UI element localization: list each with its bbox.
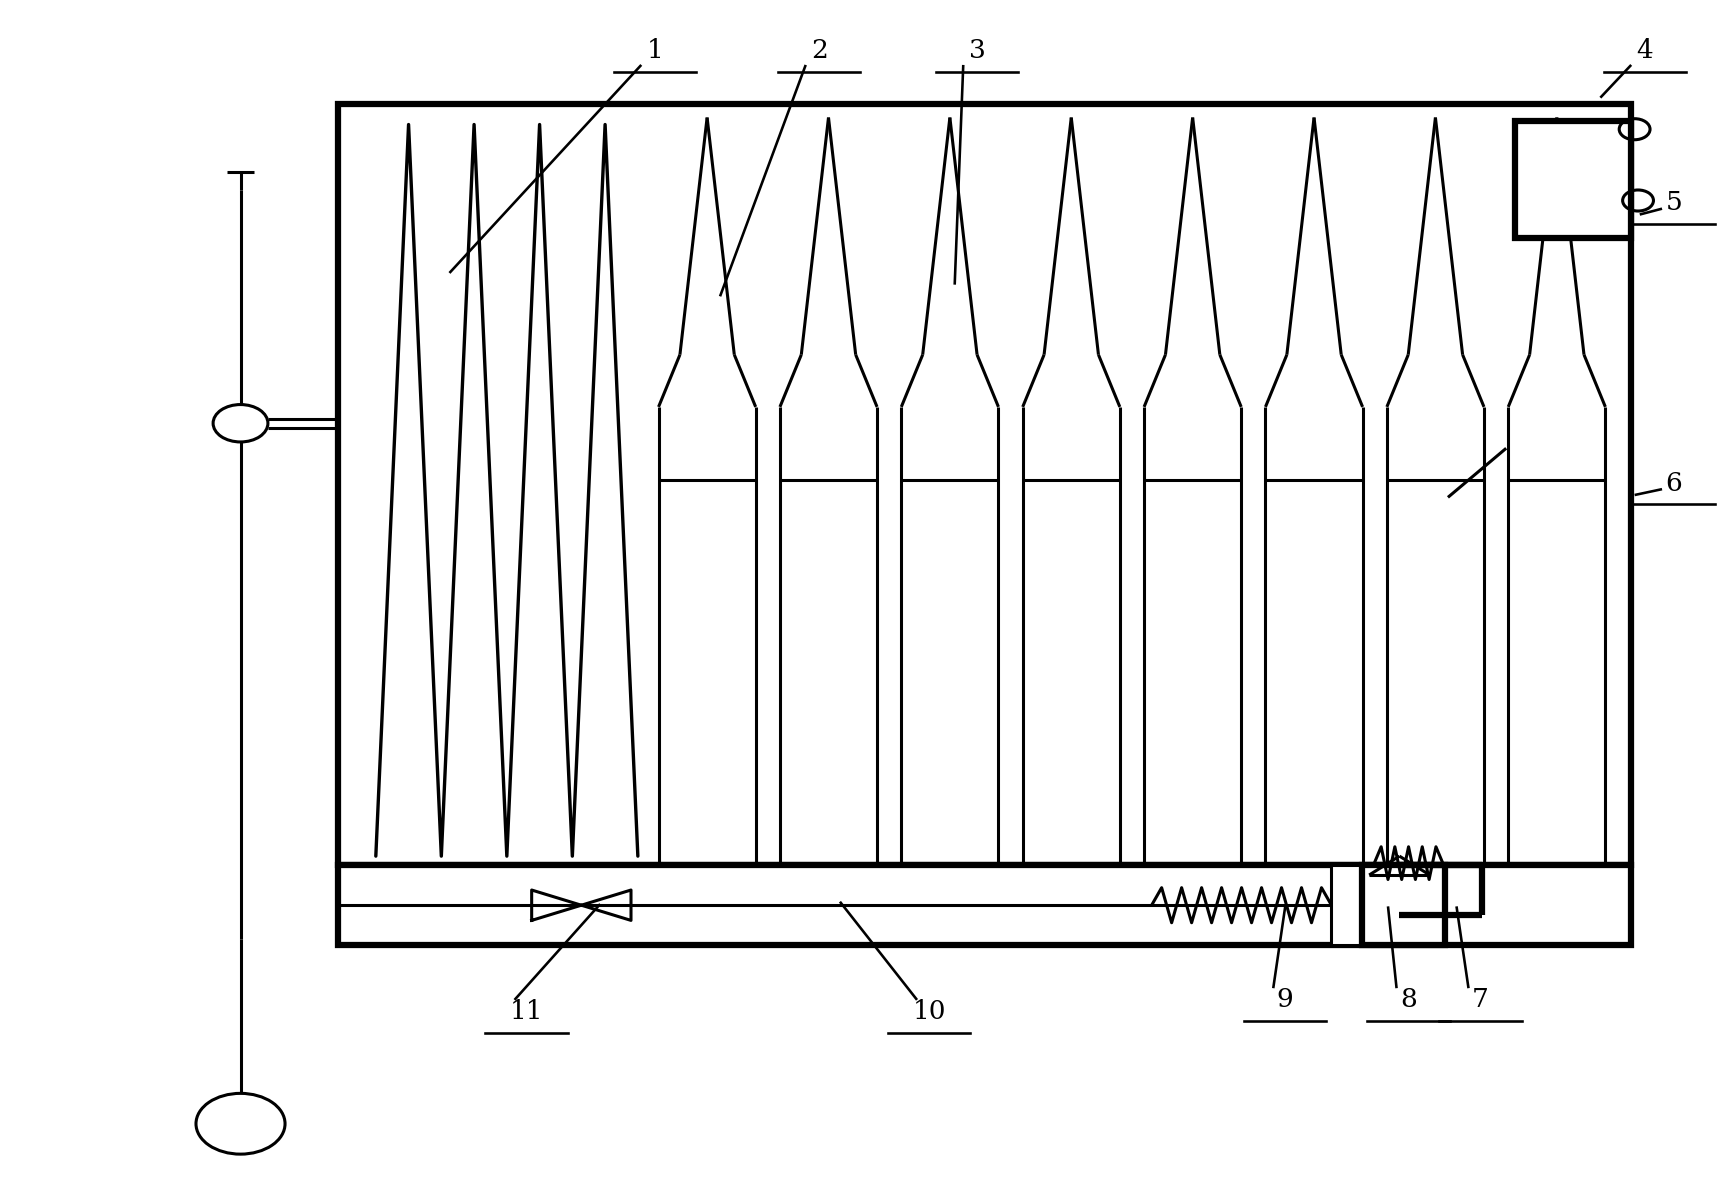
Text: 4: 4 xyxy=(1637,39,1654,64)
Text: 3: 3 xyxy=(969,39,986,64)
Text: 10: 10 xyxy=(912,999,947,1024)
Text: 2: 2 xyxy=(811,39,828,64)
Text: 11: 11 xyxy=(509,999,544,1024)
Text: 5: 5 xyxy=(1666,191,1683,215)
Bar xyxy=(1332,865,1363,945)
Text: 1: 1 xyxy=(647,39,663,64)
Text: 9: 9 xyxy=(1277,988,1294,1012)
Bar xyxy=(337,865,1632,945)
Bar xyxy=(1363,865,1444,945)
Bar xyxy=(1514,121,1632,238)
Bar xyxy=(337,104,1632,865)
Text: 7: 7 xyxy=(1471,988,1489,1012)
Text: 6: 6 xyxy=(1666,471,1683,496)
Text: 8: 8 xyxy=(1401,988,1416,1012)
